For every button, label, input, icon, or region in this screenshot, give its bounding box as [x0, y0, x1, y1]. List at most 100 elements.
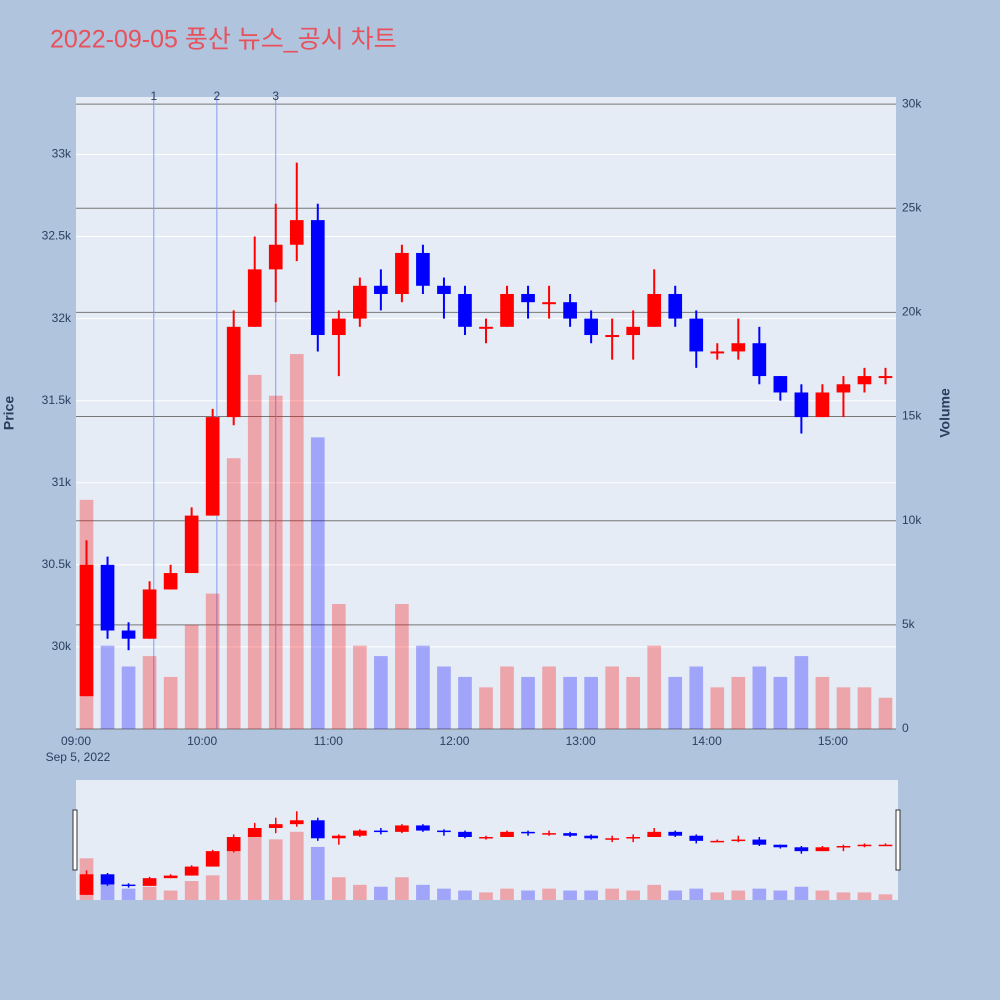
volume-bar — [247, 374, 262, 729]
range-handle-right[interactable] — [895, 809, 901, 871]
volume-bar — [563, 676, 577, 729]
slider-volume-bar — [437, 888, 451, 900]
slider-candle-body — [689, 835, 704, 841]
slider-candle-body — [374, 830, 388, 833]
y-tick-label: 31k — [52, 475, 72, 489]
candle-body — [689, 318, 704, 352]
news-label: 1 — [150, 89, 157, 103]
volume-bar — [521, 676, 535, 729]
candle-body — [521, 293, 535, 303]
slider-volume-bar — [374, 886, 388, 900]
candle-body — [815, 392, 830, 418]
slider-volume-bar — [647, 884, 662, 900]
slider-candle-body — [331, 835, 346, 839]
range-slider[interactable] — [76, 780, 898, 900]
volume-bar — [395, 604, 409, 729]
slider-candle-body — [121, 884, 136, 887]
volume-bar — [163, 676, 178, 729]
slider-volume-bar — [205, 875, 220, 900]
volume-bar — [731, 676, 746, 729]
slider-volume-bar — [100, 884, 115, 900]
slider-candle-body — [247, 828, 262, 837]
range-handle-left[interactable] — [72, 809, 78, 871]
slider-candle-body — [836, 846, 851, 848]
candle-body — [374, 285, 388, 294]
slider-candle-body — [205, 851, 220, 867]
slider-candle-body — [752, 839, 767, 845]
x-tick-label: 10:00 — [187, 734, 217, 748]
slider-volume-bar — [773, 890, 788, 900]
volume-bar — [184, 624, 199, 729]
slider-volume-bar — [353, 884, 367, 900]
volume-bar — [353, 645, 367, 729]
volume-bar — [100, 645, 115, 729]
candle-body — [353, 285, 367, 319]
volume-bar — [752, 666, 767, 729]
volume-bar — [647, 645, 662, 729]
slider-candle-body — [458, 831, 472, 837]
candle-body — [331, 318, 346, 336]
slider-volume-bar — [857, 892, 872, 900]
slider-volume-bar — [184, 881, 199, 900]
chart-title: 2022-09-05 풍산 뉴스_공시 차트 — [50, 26, 397, 54]
x-tick-label: 14:00 — [692, 734, 722, 748]
slider-candle-body — [289, 820, 304, 825]
volume-bar — [268, 395, 283, 729]
news-label: 3 — [272, 89, 279, 103]
slider-candle-body — [815, 847, 830, 852]
candle-body — [857, 376, 872, 385]
x-tick-label: 11:00 — [314, 734, 343, 748]
candle-body — [542, 302, 556, 305]
candle-body — [268, 244, 283, 270]
volume-bar — [584, 676, 598, 729]
slider-volume-bar — [142, 886, 157, 900]
candle-body — [142, 589, 157, 639]
slider-candle-body — [437, 830, 451, 833]
news-label: 2 — [214, 89, 221, 103]
volume-bar — [815, 676, 830, 729]
volume-bar — [121, 666, 136, 729]
candle-body — [563, 302, 577, 319]
slider-volume-bar — [121, 888, 136, 900]
y2-tick-label: 0 — [902, 721, 909, 735]
volume-bar — [416, 645, 430, 729]
volume-bar — [689, 666, 704, 729]
y-tick-label: 30.5k — [42, 557, 72, 571]
slider-candle-body — [416, 825, 430, 831]
candle-body — [458, 293, 472, 327]
x-tick-label: 09:00 — [61, 734, 91, 748]
y-tick-label: 33k — [52, 147, 72, 161]
slider-candle-body — [731, 839, 746, 842]
slider-candle-body — [353, 830, 367, 836]
y2-tick-label: 20k — [902, 305, 922, 319]
volume-bar — [626, 676, 641, 729]
volume-bar — [437, 666, 451, 729]
slider-candle-body — [584, 835, 598, 839]
candle-body — [668, 293, 683, 319]
slider-candle-body — [542, 833, 556, 835]
candle-body — [752, 343, 767, 377]
y2-tick-label: 10k — [902, 513, 922, 527]
volume-bar — [542, 666, 556, 729]
candle-body — [773, 376, 788, 393]
slider-candle-body — [184, 866, 199, 876]
candle-body — [226, 326, 241, 418]
slider-candle-body — [794, 847, 809, 852]
candle-body — [310, 220, 325, 336]
slider-candle-body — [521, 831, 535, 834]
slider-volume-bar — [836, 892, 851, 900]
y-tick-label: 32k — [52, 311, 72, 325]
slider-candle-body — [163, 875, 178, 879]
slider-volume-bar — [668, 890, 683, 900]
slider-candle-body — [647, 831, 662, 837]
slider-candle-body — [310, 820, 325, 839]
slider-volume-bar — [163, 890, 178, 900]
candle-body — [79, 564, 94, 697]
volume-bar — [310, 437, 325, 729]
candle-body — [289, 220, 304, 245]
x-date-label: Sep 5, 2022 — [46, 750, 111, 764]
candle-body — [794, 392, 809, 418]
slider-volume-bar — [479, 892, 493, 900]
slider-volume-bar — [458, 890, 472, 900]
